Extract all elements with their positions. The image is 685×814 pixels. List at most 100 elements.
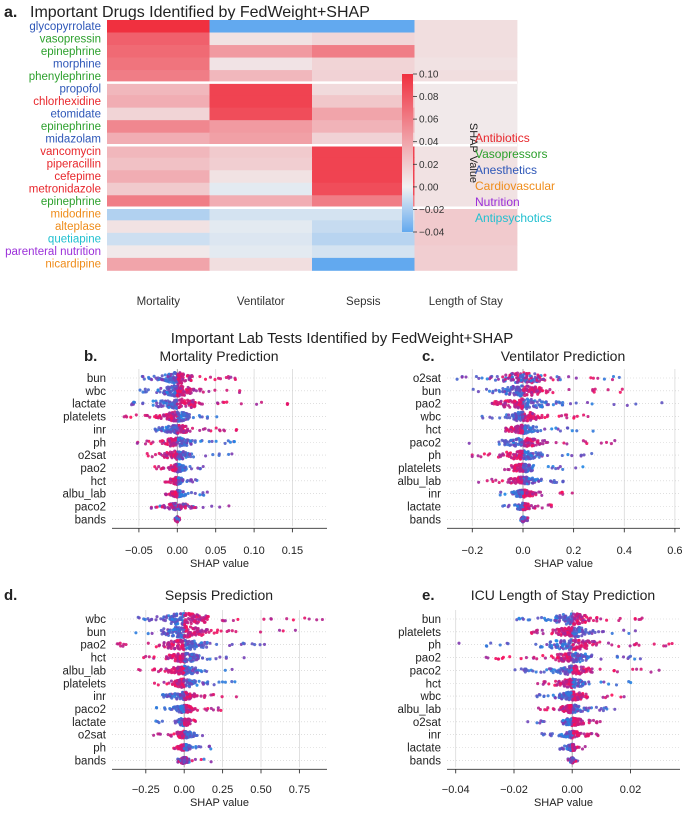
shap-point xyxy=(560,403,564,407)
shap-point xyxy=(166,375,170,379)
shap-point xyxy=(207,440,211,444)
shap-point xyxy=(526,419,530,423)
shap-point xyxy=(224,655,228,659)
shap-point xyxy=(213,388,217,392)
shap-point xyxy=(530,481,534,485)
feature-label: albu_lab xyxy=(398,476,441,488)
shap-point xyxy=(520,468,524,472)
shap-point xyxy=(524,431,528,435)
shap-point xyxy=(521,398,525,402)
shap-point xyxy=(167,439,171,443)
heatmap-row-label: quetiapine xyxy=(48,234,101,246)
shap-point xyxy=(183,440,187,444)
feature-label: paco2 xyxy=(410,437,441,449)
shap-point xyxy=(574,632,578,636)
shap-point xyxy=(524,502,528,506)
shap-point xyxy=(484,387,489,391)
shap-point xyxy=(577,621,581,625)
shap-point xyxy=(183,412,187,416)
shap-point xyxy=(615,670,619,674)
heatmap-cell xyxy=(414,257,518,271)
shap-point xyxy=(565,644,569,648)
shap-point xyxy=(234,695,238,699)
heatmap-cell xyxy=(312,32,415,46)
shap-point xyxy=(205,490,209,494)
feature-label: platelets xyxy=(398,463,441,475)
shap-point xyxy=(152,655,156,659)
shap-point xyxy=(546,617,550,622)
shap-point xyxy=(541,654,545,658)
heatmap-cell xyxy=(414,32,518,46)
shap-point xyxy=(498,453,502,457)
heatmap-column-labels: Mortality Ventilator Sepsis Length of Stay xyxy=(137,296,504,308)
shap-point xyxy=(503,405,507,409)
shap-point xyxy=(182,678,186,682)
heatmap-cell xyxy=(312,232,415,246)
shap-point xyxy=(515,494,519,498)
shap-point xyxy=(187,758,191,762)
shap-point xyxy=(150,455,154,459)
shap-point xyxy=(233,680,237,684)
shap-point xyxy=(166,657,170,661)
shap-point xyxy=(580,620,585,625)
panel-b: b. Mortality Predictionbunwbclactateplate… xyxy=(63,348,327,570)
shap-point xyxy=(181,478,185,483)
feature-label: o2sat xyxy=(413,373,442,385)
shap-point xyxy=(150,378,154,382)
shap-point xyxy=(506,642,510,646)
shap-point xyxy=(141,401,145,405)
feature-label: pao2 xyxy=(80,640,106,652)
shap-point xyxy=(584,658,588,662)
shap-point xyxy=(520,431,525,435)
shap-point xyxy=(518,451,522,455)
shap-point xyxy=(520,391,524,395)
x-tick-label: 0.2 xyxy=(566,545,581,557)
shap-point xyxy=(207,389,211,393)
legend-item: Nutrition xyxy=(475,195,520,209)
shap-point xyxy=(499,490,503,494)
shap-point xyxy=(567,657,571,661)
shap-point xyxy=(578,653,582,658)
heatmap-cell xyxy=(209,107,313,121)
x-tick-label: 0.50 xyxy=(250,784,271,796)
heatmap-cell xyxy=(414,170,518,184)
shap-point xyxy=(183,379,187,383)
heatmap-cell xyxy=(107,32,210,46)
shap-point xyxy=(529,456,533,461)
shap-point xyxy=(518,464,522,468)
shap-point xyxy=(633,657,637,661)
shap-point xyxy=(320,617,324,622)
shap-point xyxy=(525,375,529,379)
shap-point xyxy=(562,631,566,635)
colorbar-tick-label: 0.08 xyxy=(419,92,439,103)
shap-point xyxy=(173,508,177,512)
shap-point xyxy=(555,642,559,646)
shap-point xyxy=(533,429,537,433)
shap-point xyxy=(185,691,189,695)
shap-point xyxy=(570,454,574,458)
shap-point xyxy=(200,643,204,647)
shap-point xyxy=(216,628,220,632)
shap-point xyxy=(482,452,486,456)
shap-point xyxy=(504,373,508,377)
shap-point xyxy=(566,453,570,457)
shap-point xyxy=(627,655,631,659)
shap-point xyxy=(530,391,534,395)
shap-point xyxy=(182,671,186,675)
feature-label: inr xyxy=(93,424,106,436)
shap-point xyxy=(166,415,170,419)
shap-point xyxy=(527,494,531,498)
panel-label: b. xyxy=(84,348,97,365)
shap-point xyxy=(201,629,205,634)
shap-point xyxy=(184,743,188,747)
colorbar-ticks: −0.04−0.020.000.020.040.060.080.10 xyxy=(413,70,445,239)
category-legend: AntibioticsVasopressorsAnestheticsCardio… xyxy=(475,131,555,225)
shap-point xyxy=(177,479,181,483)
heatmap-cell xyxy=(209,82,313,96)
shap-point xyxy=(219,629,223,633)
shap-point xyxy=(160,399,164,403)
shap-point xyxy=(191,416,195,420)
shap-point xyxy=(544,391,548,395)
shap-point xyxy=(554,619,558,623)
shap-point xyxy=(512,393,516,397)
